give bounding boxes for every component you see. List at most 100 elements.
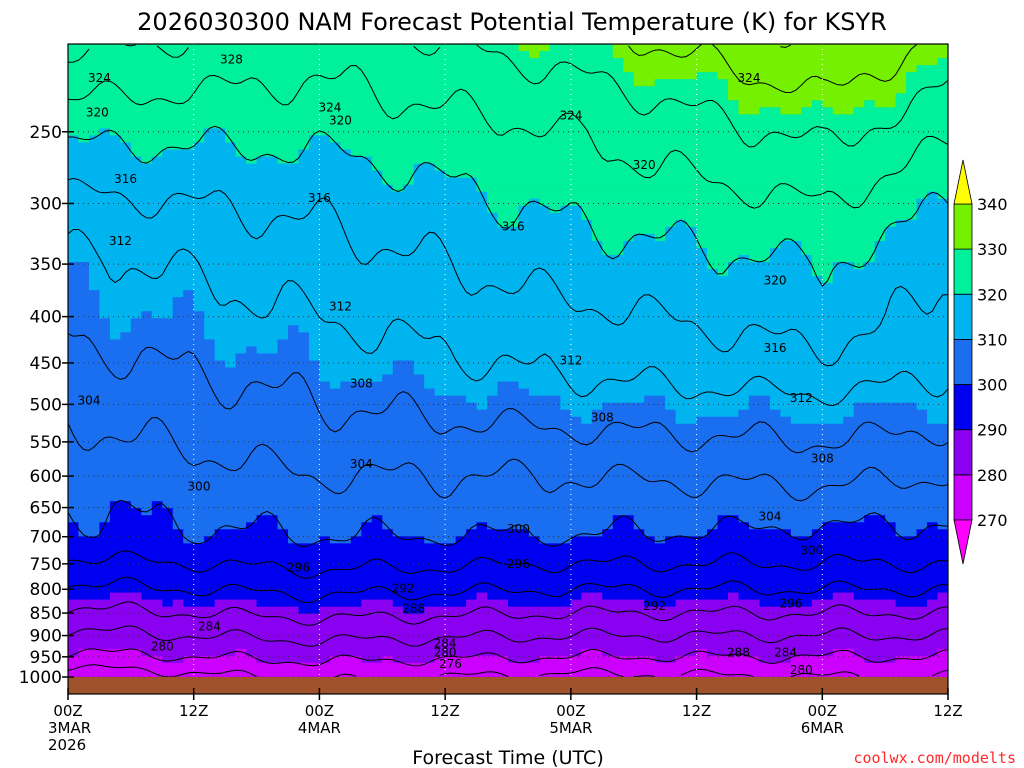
theta-cell: [413, 353, 425, 362]
theta-cell: [591, 388, 603, 397]
theta-cell: [434, 381, 446, 390]
theta-cell: [885, 72, 897, 80]
theta-cell: [308, 395, 321, 404]
theta-cell: [88, 283, 101, 291]
theta-cell: [738, 72, 750, 80]
theta-cell: [633, 444, 645, 453]
theta-cell: [68, 72, 80, 80]
theta-cell: [623, 198, 635, 207]
theta-cell: [539, 72, 551, 80]
theta-cell: [371, 374, 383, 383]
theta-cell: [811, 339, 823, 348]
theta-cell: [235, 360, 247, 369]
theta-cell: [895, 388, 907, 397]
theta-cell: [853, 219, 865, 228]
theta-cell: [225, 149, 237, 158]
theta-cell: [162, 114, 174, 122]
theta-cell: [403, 44, 415, 52]
theta-cell: [329, 177, 341, 186]
theta-cell: [382, 444, 394, 453]
theta-cell: [445, 332, 457, 340]
theta-cell: [162, 402, 174, 411]
theta-cell: [183, 367, 195, 376]
theta-cell: [885, 297, 897, 305]
theta-cell: [801, 276, 813, 284]
theta-cell: [497, 318, 509, 326]
theta-cell: [214, 297, 226, 305]
theta-cell: [183, 381, 195, 390]
theta-cell: [759, 191, 771, 200]
theta-cell: [99, 233, 111, 242]
theta-cell: [832, 205, 844, 214]
theta-cell: [487, 156, 499, 165]
theta-cell: [193, 262, 205, 270]
theta-cell: [549, 191, 561, 200]
theta-cell: [382, 177, 394, 186]
theta-cell: [811, 72, 823, 80]
theta-cell: [329, 114, 341, 122]
theta-cell: [466, 79, 478, 87]
theta-cell: [434, 276, 446, 284]
theta-cell: [570, 311, 582, 319]
theta-cell: [539, 135, 551, 144]
theta-cell: [424, 149, 436, 158]
theta-cell: [340, 219, 352, 228]
theta-cell: [602, 51, 614, 59]
theta-cell: [560, 262, 572, 270]
theta-cell: [633, 177, 645, 186]
theta-cell: [340, 255, 352, 263]
theta-cell: [445, 247, 457, 256]
theta-cell: [193, 381, 205, 390]
theta-cell: [717, 339, 729, 348]
theta-cell: [141, 332, 153, 340]
theta-cell: [728, 170, 740, 179]
theta-cell: [612, 163, 624, 172]
theta-cell: [927, 276, 939, 284]
theta-cell: [109, 219, 121, 228]
theta-cell: [811, 451, 823, 460]
theta-cell: [403, 226, 415, 235]
theta-cell: [497, 184, 509, 193]
theta-cell: [748, 332, 761, 340]
theta-cell: [350, 58, 362, 66]
theta-cell: [78, 198, 90, 207]
theta-cell: [843, 332, 855, 340]
theta-cell: [570, 233, 582, 242]
theta-cell: [193, 290, 205, 298]
theta-cell: [361, 72, 373, 80]
theta-cell: [350, 65, 362, 73]
theta-cell: [256, 156, 268, 165]
theta-cell: [497, 395, 509, 404]
theta-cell: [455, 247, 467, 256]
theta-cell: [267, 353, 279, 362]
theta-cell: [717, 205, 729, 214]
theta-cell: [204, 247, 216, 256]
theta-cell: [267, 114, 279, 122]
theta-cell: [654, 184, 666, 193]
theta-cell: [130, 395, 142, 404]
theta-cell: [528, 240, 541, 249]
theta-cell: [120, 311, 132, 319]
theta-cell: [120, 255, 132, 263]
theta-cell: [172, 156, 184, 165]
theta-cell: [361, 170, 373, 179]
theta-cell: [832, 269, 844, 277]
theta-cell: [434, 198, 446, 207]
theta-cell: [214, 226, 226, 235]
theta-cell: [256, 437, 268, 446]
theta-cell: [759, 444, 771, 453]
theta-cell: [183, 423, 195, 432]
theta-cell: [193, 156, 205, 165]
theta-cell: [172, 219, 184, 228]
theta-cell: [508, 51, 520, 59]
theta-cell: [665, 290, 677, 298]
theta-cell: [748, 367, 761, 376]
theta-cell: [581, 149, 593, 158]
theta-cell: [602, 177, 614, 186]
theta-cell: [759, 44, 771, 52]
theta-cell: [591, 219, 603, 228]
theta-cell: [696, 395, 708, 404]
theta-cell: [707, 409, 719, 418]
theta-cell: [214, 262, 226, 270]
theta-cell: [738, 283, 750, 291]
